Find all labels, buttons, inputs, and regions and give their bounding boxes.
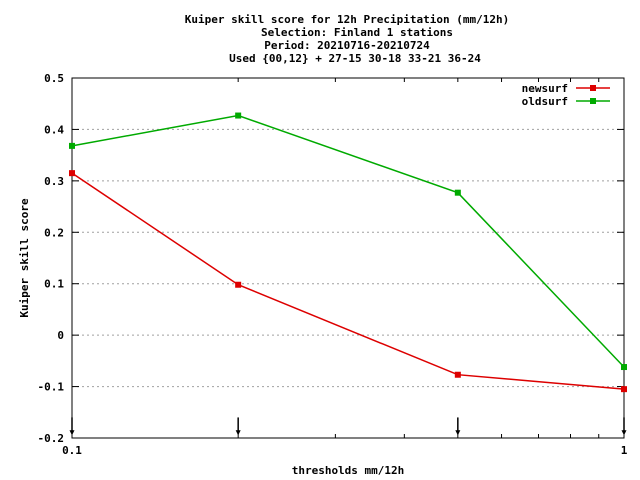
grid-lines bbox=[72, 128, 624, 388]
chart-title: Kuiper skill score for 12h Precipitation… bbox=[185, 13, 510, 65]
threshold-arrow-head bbox=[69, 430, 75, 436]
threshold-arrow-head bbox=[621, 430, 627, 436]
y-tick-label: 0.1 bbox=[44, 278, 64, 291]
legend-label-newsurf: newsurf bbox=[522, 82, 568, 95]
threshold-arrow-markers bbox=[69, 417, 627, 436]
plot-area-border bbox=[71, 77, 625, 439]
chart-title-line-3: Period: 20210716-20210724 bbox=[264, 39, 430, 52]
y-tick-label: 0.4 bbox=[44, 123, 64, 136]
axis-ticks bbox=[71, 77, 625, 439]
data-point-newsurf bbox=[69, 170, 75, 177]
series-lines bbox=[71, 114, 625, 390]
x-tick-label: 1 bbox=[621, 444, 628, 457]
series-points bbox=[69, 112, 627, 393]
threshold-arrow-head bbox=[235, 430, 241, 436]
x-axis-label: thresholds mm/12h bbox=[292, 464, 405, 477]
x-tick-label: 0.1 bbox=[62, 444, 82, 457]
y-tick-labels: -0.2 -0.1 0 0.1 0.2 0.3 0.4 0.5 bbox=[38, 72, 65, 445]
legend-marker-newsurf bbox=[590, 85, 596, 91]
series-line-oldsurf bbox=[71, 114, 625, 368]
y-tick-label: 0.5 bbox=[44, 72, 64, 85]
series-line-newsurf bbox=[71, 172, 625, 390]
data-point-newsurf bbox=[621, 386, 627, 393]
chart-title-line-2: Selection: Finland 1 stations bbox=[261, 26, 453, 39]
y-axis-label: Kuiper skill score bbox=[18, 198, 31, 318]
data-point-oldsurf bbox=[454, 189, 461, 196]
data-point-newsurf bbox=[235, 281, 242, 288]
x-tick-labels: 0.1 1 bbox=[62, 444, 628, 457]
legend-marker-oldsurf bbox=[590, 98, 596, 104]
y-tick-label: -0.2 bbox=[38, 432, 65, 445]
data-point-oldsurf bbox=[235, 112, 242, 119]
y-tick-label: 0.3 bbox=[44, 175, 64, 188]
data-point-oldsurf bbox=[621, 364, 627, 371]
legend-label-oldsurf: oldsurf bbox=[522, 95, 568, 108]
chart-title-line-1: Kuiper skill score for 12h Precipitation… bbox=[185, 13, 510, 26]
y-tick-label: 0.2 bbox=[44, 226, 64, 239]
chart-title-line-4: Used {00,12} + 27-15 30-18 33-21 36-24 bbox=[229, 52, 481, 65]
y-tick-label: -0.1 bbox=[38, 381, 65, 394]
data-point-oldsurf bbox=[69, 142, 75, 149]
y-tick-label: 0 bbox=[57, 329, 64, 342]
threshold-arrow-head bbox=[455, 430, 461, 436]
data-point-newsurf bbox=[454, 371, 461, 378]
